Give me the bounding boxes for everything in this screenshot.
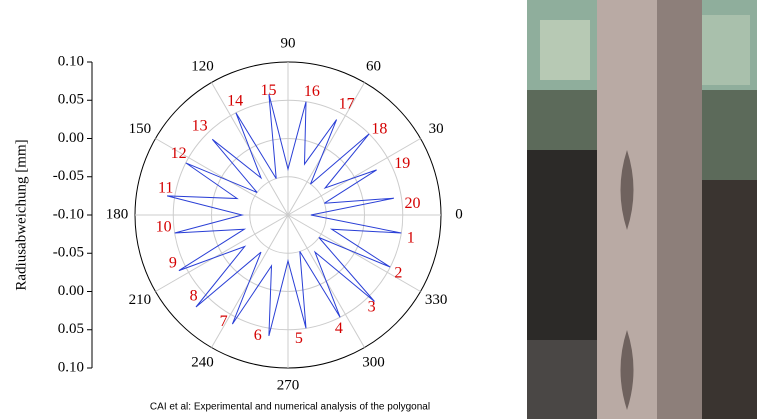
lobe-label: 4 (335, 320, 343, 337)
theta-tick-label: 60 (366, 58, 381, 74)
photo-machine (700, 180, 757, 419)
photo (527, 0, 757, 419)
lobe-label: 15 (260, 82, 276, 99)
theta-tick-label: 270 (277, 377, 300, 393)
lobe-label: 9 (169, 255, 177, 272)
y-tick-label: -0.10 (53, 206, 84, 222)
theta-tick-label: 210 (129, 292, 152, 308)
lobe-label: 5 (295, 330, 303, 347)
lobe-label: 7 (220, 313, 228, 330)
page: {"chart_data": { "type": "polar_line", "… (0, 0, 757, 419)
theta-tick-label: 30 (429, 121, 444, 137)
lobe-label: 20 (405, 195, 421, 212)
lobe-label: 3 (368, 299, 376, 316)
theta-tick-label: 330 (425, 292, 448, 308)
lobe-label: 12 (171, 145, 187, 162)
lobe-label: 2 (394, 264, 402, 281)
theta-tick-label: 180 (106, 206, 129, 222)
photo-floor (527, 340, 597, 419)
caption: CAI et al: Experimental and numerical an… (150, 402, 430, 413)
photo-wheel-flange (657, 0, 702, 419)
theta-tick-label: 90 (281, 35, 296, 51)
figure: Radiusabweichung [mm] CAI et al: Experim… (0, 0, 757, 419)
y-tick-label: -0.05 (53, 168, 84, 184)
y-tick-label: 0.05 (58, 321, 84, 337)
y-tick-label: 0.05 (58, 92, 84, 108)
y-tick-label: 0.00 (58, 130, 84, 146)
lobe-label: 11 (158, 180, 173, 197)
theta-tick-label: 240 (191, 355, 214, 371)
theta-tick-label: 0 (455, 206, 463, 222)
lobe-label: 16 (304, 83, 320, 100)
theta-tick-label: 120 (191, 58, 214, 74)
lobe-label: 8 (190, 288, 198, 305)
lobe-label: 1 (407, 230, 415, 247)
lobe-label: 19 (394, 155, 410, 172)
lobe-label: 6 (254, 327, 262, 344)
theta-tick-label: 150 (129, 121, 152, 137)
theta-tick-label: 300 (362, 355, 385, 371)
lobe-label: 10 (156, 219, 172, 236)
photo-cabinet (700, 15, 750, 85)
y-tick-label: 0.10 (58, 53, 84, 69)
photo-cabinet (540, 20, 590, 80)
lobe-label: 18 (371, 120, 387, 137)
lobe-label: 17 (339, 95, 355, 112)
y-tick-label: 0.10 (58, 359, 84, 375)
photo-machine (527, 150, 607, 350)
lobe-label: 13 (192, 117, 208, 134)
y-tick-label: 0.00 (58, 283, 84, 299)
lobe-label: 14 (227, 92, 243, 109)
y-axis-label: Radiusabweichung [mm] (13, 139, 29, 290)
y-tick-label: -0.05 (53, 245, 84, 261)
